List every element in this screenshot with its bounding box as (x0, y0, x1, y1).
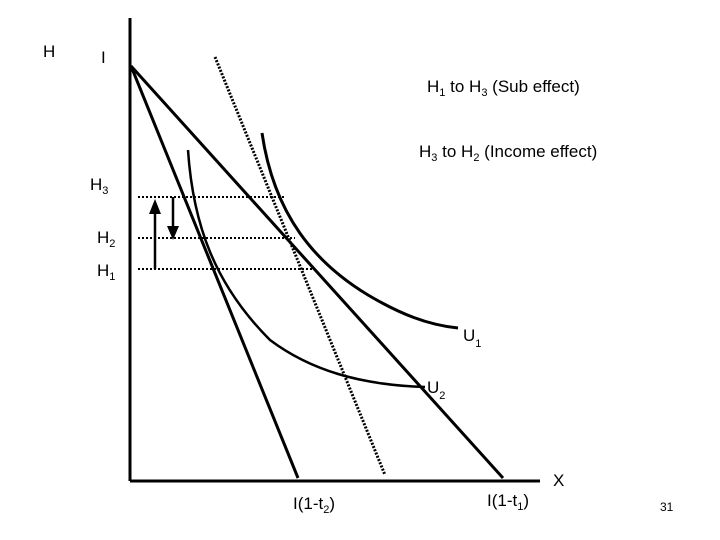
intercept-label-t2: I(1-t2) (293, 494, 335, 516)
budget-line-t2 (129, 65, 300, 479)
curve-label-u1: U1 (463, 326, 481, 350)
sub-effect-sub-b: 3 (481, 87, 487, 99)
level-label-h3: H3 (90, 175, 108, 197)
budget-line-t1 (129, 64, 505, 480)
income-effect-mid: to H (437, 142, 473, 161)
sub-effect-tail: (Sub effect) (487, 77, 579, 96)
x-axis-label: X (553, 471, 564, 490)
sub-effect-h-a: H (427, 77, 439, 96)
income-effect-sub-a: 3 (431, 152, 437, 164)
page-number: 31 (660, 500, 674, 514)
sub-effect-sub-a: 1 (439, 87, 445, 99)
curve-label-u2: U2 (427, 378, 445, 402)
income-effect-h-a: H (419, 142, 431, 161)
income-effect-tail: (Income effect) (479, 142, 597, 161)
income-effect-arrowhead (167, 226, 179, 240)
level-label-h2: H2 (97, 228, 115, 250)
y-axis-label: H (43, 42, 55, 61)
intercept-label-t1: I(1-t1) (487, 491, 529, 513)
compensated-budget-line (213, 56, 387, 476)
indifference-curve-u2 (186, 149, 426, 389)
sub-effect-annotation: H1 to H3 (Sub effect) (427, 77, 580, 99)
level-label-h1: H1 (97, 261, 115, 283)
income-effect-annotation: H3 to H2 (Income effect) (419, 142, 597, 164)
indifference-curve-u1 (260, 132, 459, 330)
income-effect-sub-b: 2 (473, 152, 479, 164)
intercept-label: I (101, 48, 106, 67)
sub-effect-arrowhead (149, 199, 161, 214)
sub-effect-mid: to H (445, 77, 481, 96)
